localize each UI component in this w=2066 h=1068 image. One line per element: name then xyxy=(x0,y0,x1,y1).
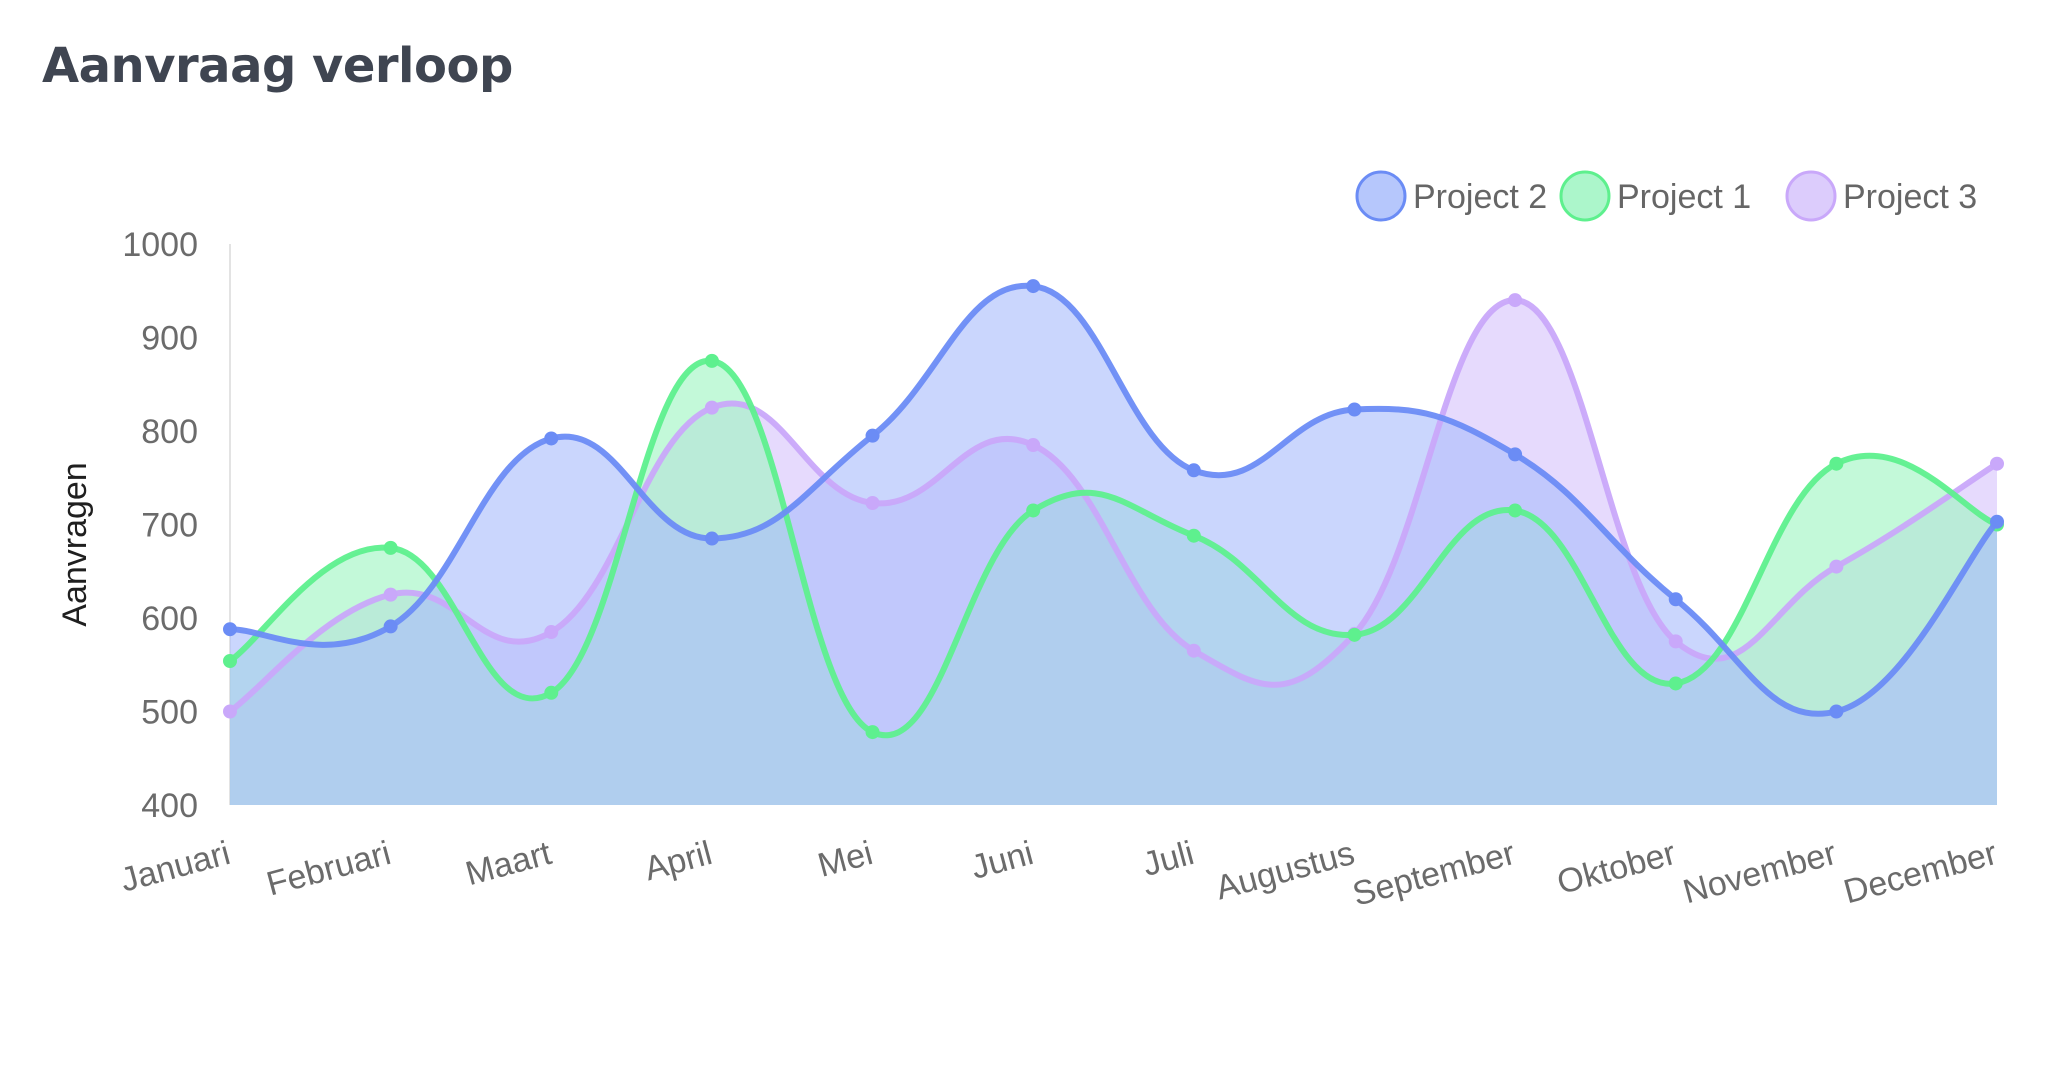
legend-label: Project 3 xyxy=(1843,178,1977,216)
data-point[interactable] xyxy=(1508,447,1523,462)
data-point[interactable] xyxy=(1186,463,1201,478)
legend-item[interactable]: Project 2 xyxy=(1355,170,1547,222)
x-tick-label: Juni xyxy=(967,834,1037,887)
data-point[interactable] xyxy=(1508,293,1523,308)
data-point[interactable] xyxy=(1347,402,1362,417)
x-tick-label: Oktober xyxy=(1553,834,1680,902)
data-point[interactable] xyxy=(1829,559,1844,574)
x-tick-label: Februari xyxy=(263,834,395,903)
data-point[interactable] xyxy=(544,625,559,640)
legend-item[interactable]: Project 3 xyxy=(1785,170,1977,222)
data-point[interactable] xyxy=(865,495,880,510)
x-tick-label: September xyxy=(1349,834,1519,914)
x-tick-label: November xyxy=(1679,834,1840,911)
data-point[interactable] xyxy=(704,400,719,415)
x-tick-label: Augustus xyxy=(1212,834,1359,907)
data-point[interactable] xyxy=(383,587,398,602)
data-point[interactable] xyxy=(704,531,719,546)
x-tick-label: Maart xyxy=(462,834,556,893)
data-point[interactable] xyxy=(1186,643,1201,658)
data-point[interactable] xyxy=(704,353,719,368)
data-point[interactable] xyxy=(1026,279,1041,294)
legend-label: Project 2 xyxy=(1413,178,1547,216)
card-title: Aanvraag verloop xyxy=(42,38,513,94)
data-point[interactable] xyxy=(865,725,880,740)
y-tick-label: 700 xyxy=(141,507,198,545)
data-point[interactable] xyxy=(1026,438,1041,453)
data-point[interactable] xyxy=(1829,456,1844,471)
legend-swatch xyxy=(1355,170,1407,222)
legend-label: Project 1 xyxy=(1617,178,1751,216)
y-tick-label: 1000 xyxy=(122,226,198,264)
data-point[interactable] xyxy=(223,654,237,669)
data-point[interactable] xyxy=(223,704,237,719)
x-tick-label: Juli xyxy=(1139,834,1198,884)
series-line xyxy=(227,282,2000,717)
legend-item[interactable]: Project 1 xyxy=(1559,170,1751,222)
data-point[interactable] xyxy=(1186,528,1201,543)
x-tick-label: Januari xyxy=(117,834,235,900)
data-point[interactable] xyxy=(1508,503,1523,518)
x-tick-label: April xyxy=(640,834,716,888)
data-point[interactable] xyxy=(1668,634,1683,649)
data-point[interactable] xyxy=(383,540,398,555)
data-point[interactable] xyxy=(1668,676,1683,691)
data-point[interactable] xyxy=(1990,456,2004,471)
y-tick-label: 500 xyxy=(141,694,198,732)
y-tick-label: 900 xyxy=(141,320,198,358)
y-tick-label: 800 xyxy=(141,413,198,451)
data-point[interactable] xyxy=(544,431,559,446)
data-point[interactable] xyxy=(383,619,398,634)
data-point[interactable] xyxy=(223,622,237,637)
data-point[interactable] xyxy=(1347,627,1362,642)
data-point[interactable] xyxy=(1026,503,1041,518)
data-point[interactable] xyxy=(544,685,559,700)
legend-swatch xyxy=(1785,170,1837,222)
y-tick-label: 600 xyxy=(141,600,198,638)
x-tick-label: December xyxy=(1840,834,2001,911)
x-tick-label: Mei xyxy=(814,834,877,885)
data-point[interactable] xyxy=(1829,704,1844,719)
data-point[interactable] xyxy=(865,428,880,443)
y-axis-title: Aanvragen xyxy=(56,462,94,626)
legend-swatch xyxy=(1559,170,1611,222)
data-point[interactable] xyxy=(1990,514,2004,529)
data-point[interactable] xyxy=(1668,592,1683,607)
y-tick-label: 400 xyxy=(141,787,198,825)
